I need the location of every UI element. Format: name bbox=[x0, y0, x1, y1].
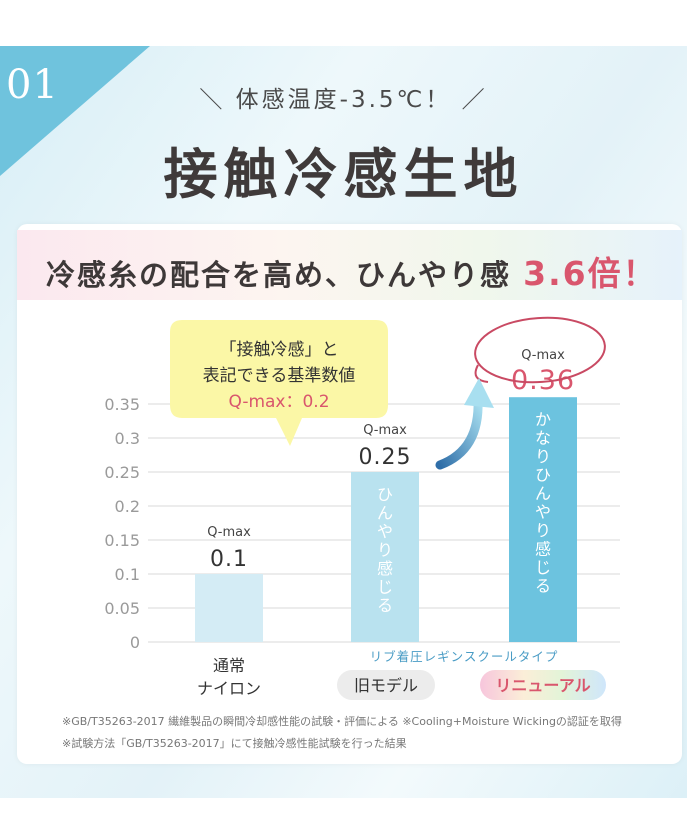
bar-text-char: り bbox=[535, 447, 551, 466]
bar-text-char: や bbox=[535, 503, 551, 522]
bar bbox=[509, 397, 577, 642]
upgrade-arrow bbox=[435, 395, 483, 470]
y-tick-label: 0.25 bbox=[104, 463, 140, 482]
bar-text-char: る bbox=[535, 577, 551, 596]
y-tick-label: 0 bbox=[130, 633, 140, 652]
series-caption: リブ着圧レギンスクールタイプ bbox=[370, 649, 559, 664]
bar-text-char: か bbox=[535, 410, 551, 429]
value-prefix-label: Q-max bbox=[363, 423, 407, 438]
upgrade-arrowhead bbox=[464, 378, 494, 408]
y-tick-label: 0.15 bbox=[104, 531, 140, 550]
section-number: 01 bbox=[6, 62, 59, 108]
category-label-line: ナイロン bbox=[197, 679, 261, 698]
bar-text-char: じ bbox=[377, 578, 393, 597]
value-label: 0.25 bbox=[359, 445, 412, 470]
footnote-1: ※GB/T35263-2017 繊維製品の瞬間冷却感性能の試験・評価による ※C… bbox=[62, 715, 622, 728]
bar bbox=[351, 472, 419, 642]
callout-line-1: 「接触冷感」と bbox=[220, 340, 339, 360]
callout-line-3: Q-max：0.2 bbox=[228, 392, 329, 412]
y-tick-label: 0.35 bbox=[104, 395, 140, 414]
bar-text-char: 感 bbox=[377, 559, 393, 578]
subtitle: ＼ 体感温度-3.5℃！ ／ bbox=[199, 87, 488, 113]
bar-text-char: り bbox=[535, 521, 551, 540]
bar-text-char: ん bbox=[535, 484, 551, 503]
y-tick-label: 0.3 bbox=[115, 429, 140, 448]
bar-text-char: や bbox=[377, 522, 393, 541]
headline: 冷感糸の配合を高め、ひんやり感 3.6倍！ bbox=[46, 247, 658, 295]
value-label: 0.36 bbox=[511, 365, 575, 396]
y-tick-label: 0.2 bbox=[115, 497, 140, 516]
highlight-circle bbox=[474, 316, 606, 384]
callout-bubble bbox=[170, 320, 388, 446]
category-label: 旧モデル bbox=[354, 676, 418, 695]
category-label: リニューアル bbox=[495, 676, 590, 695]
headline-highlight: 3.6倍！ bbox=[523, 254, 658, 293]
bar-text-char: ひ bbox=[535, 466, 551, 485]
bar bbox=[195, 574, 263, 642]
number-badge-triangle bbox=[0, 46, 150, 176]
value-prefix-label: Q-max bbox=[207, 525, 251, 540]
y-tick-label: 0.1 bbox=[115, 565, 140, 584]
page-title: 接触冷感生地 bbox=[163, 143, 524, 206]
headline-band bbox=[17, 230, 682, 300]
category-pill-old bbox=[337, 670, 435, 700]
y-tick-label: 0.05 bbox=[104, 599, 140, 618]
category-pill-new bbox=[480, 670, 606, 700]
bar-text-char: ん bbox=[377, 504, 393, 523]
bar-text-char: り bbox=[377, 541, 393, 560]
headline-text: 冷感糸の配合を高め、ひんやり感 bbox=[46, 258, 524, 292]
highlight-circle-tail bbox=[474, 364, 489, 383]
bar-text-char: る bbox=[377, 596, 393, 615]
bar-text-char: な bbox=[535, 429, 551, 448]
value-label: 0.1 bbox=[210, 547, 248, 572]
value-prefix-label: Q-max bbox=[521, 348, 565, 363]
callout-line-2: 表記できる基準数値 bbox=[203, 366, 356, 386]
bar-text-char: 感 bbox=[535, 540, 551, 559]
bar-text-char: じ bbox=[535, 558, 551, 577]
category-label-line: 通常 bbox=[213, 656, 245, 675]
footnote-2: ※試験方法「GB/T35263-2017」にて接触冷感性能試験を行った結果 bbox=[62, 737, 407, 750]
bar-text-char: ひ bbox=[377, 485, 393, 504]
